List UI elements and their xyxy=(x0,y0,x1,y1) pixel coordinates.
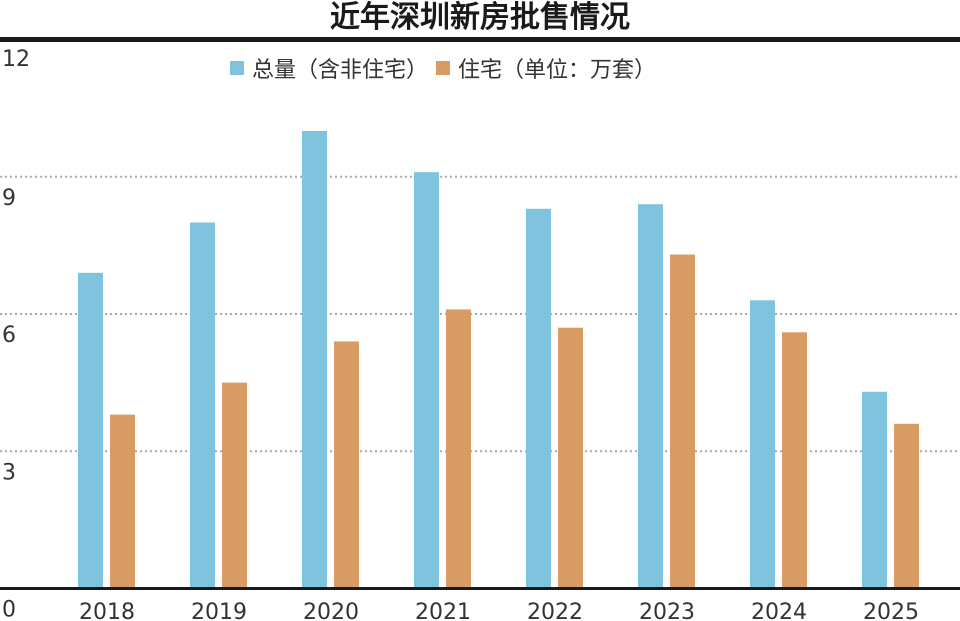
x-tick-label: 2023 xyxy=(639,600,695,621)
bar-residential-2022 xyxy=(558,327,583,589)
bar-residential-2020 xyxy=(334,341,359,589)
bar-residential-2025 xyxy=(894,423,919,589)
legend-swatch-residential xyxy=(436,61,451,75)
bar-residential-2024 xyxy=(782,332,807,589)
bar-total-2025 xyxy=(862,391,887,589)
y-tick-label: 9 xyxy=(2,186,16,211)
y-tick-label: 3 xyxy=(2,460,16,485)
legend-label-residential: 住宅（单位：万套） xyxy=(458,58,657,83)
x-tick-label: 2020 xyxy=(303,600,359,621)
bar-total-2018 xyxy=(78,272,103,589)
legend-swatch-total xyxy=(230,61,244,75)
title-divider xyxy=(0,37,960,42)
bar-total-2022 xyxy=(526,208,551,589)
chart-title: 近年深圳新房批售情况 xyxy=(330,0,630,35)
x-tick-label: 2022 xyxy=(527,600,583,621)
x-tick-label: 2024 xyxy=(751,600,807,621)
bar-total-2021 xyxy=(414,172,439,589)
bar-residential-2021 xyxy=(446,309,471,589)
x-tick-label: 2018 xyxy=(79,600,135,621)
bar-total-2023 xyxy=(638,204,663,589)
x-tick-label: 2019 xyxy=(191,600,247,621)
x-tick-label: 2025 xyxy=(863,600,919,621)
bar-residential-2018 xyxy=(110,414,135,589)
x-tick-label: 2021 xyxy=(415,600,471,621)
bar-total-2020 xyxy=(302,131,327,589)
y-tick-label: 12 xyxy=(2,47,30,72)
bar-total-2019 xyxy=(190,222,215,589)
bar-residential-2023 xyxy=(670,254,695,589)
legend: 总量（含非住宅） 住宅（单位：万套） xyxy=(230,52,656,84)
bar-residential-2019 xyxy=(222,382,247,589)
legend-label-total: 总量（含非住宅） xyxy=(252,58,429,83)
bar-total-2024 xyxy=(750,300,775,589)
y-tick-label: 6 xyxy=(2,323,16,348)
y-tick-label: 0 xyxy=(2,598,16,621)
